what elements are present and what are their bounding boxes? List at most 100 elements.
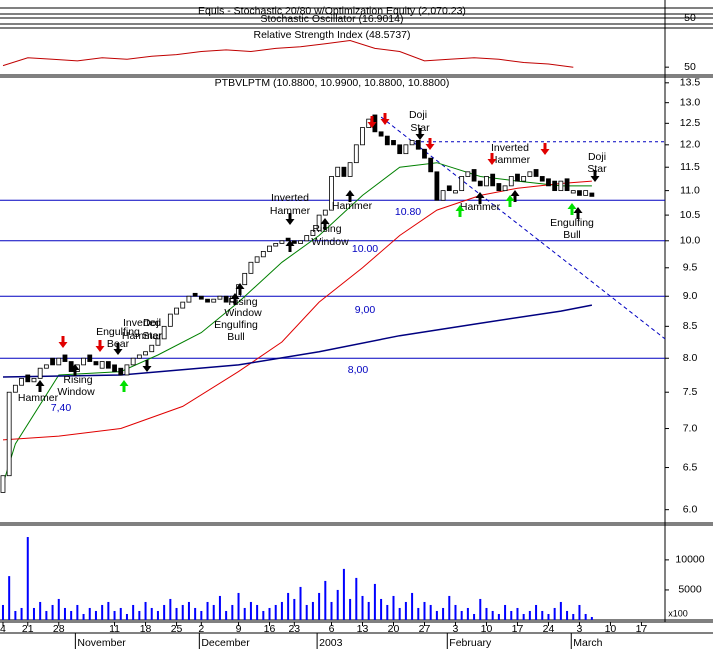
candle [180, 301, 186, 309]
candle [434, 171, 440, 201]
signal-arrow [230, 293, 240, 305]
candle [347, 162, 353, 177]
volume-bar [243, 607, 246, 620]
candle [360, 127, 365, 146]
signal-arrow [590, 170, 600, 182]
y-tick-label: 12.0 [680, 139, 701, 151]
annotation: Star [410, 122, 430, 134]
annotation: 7,40 [51, 402, 72, 414]
candle [12, 384, 18, 393]
volume-bar [287, 592, 290, 620]
volume-bar [107, 601, 110, 620]
candle [446, 185, 452, 192]
volume-bar [590, 616, 593, 620]
signal-arrow [475, 192, 485, 204]
volume-tick-label: 5000 [678, 584, 702, 596]
x-tick-label: 13 [357, 623, 369, 635]
annotation: Engulfing [96, 326, 140, 338]
annotation: Inverted [491, 142, 529, 154]
volume-bar [280, 601, 283, 620]
y-tick-label: 10.5 [680, 209, 701, 221]
candle [471, 169, 477, 182]
volume-bar [187, 601, 190, 620]
volume-bar [324, 580, 327, 620]
volume-bar [150, 607, 153, 620]
x-tick-label: 27 [419, 623, 431, 635]
annotation: Inverted [123, 317, 161, 329]
level-label: 10.00 [352, 243, 378, 255]
volume-bar [454, 604, 457, 620]
signal-arrow [573, 207, 583, 219]
candle [527, 171, 533, 177]
annotation: Window [224, 307, 262, 319]
candle [453, 190, 458, 194]
indicator-line [2, 39, 574, 68]
volume-bar [466, 607, 469, 620]
volume-bar [522, 613, 525, 620]
volume-bar [293, 598, 296, 620]
volume-bar [392, 595, 395, 620]
candle [397, 144, 403, 155]
candle [310, 229, 316, 236]
volume-bar [485, 607, 488, 620]
candle [161, 325, 167, 340]
volume-bar [14, 610, 17, 620]
volume-bar [435, 610, 438, 620]
candle [6, 391, 12, 477]
volume-bar [541, 610, 544, 620]
annotation: Engulfing [550, 217, 594, 229]
month-label: December [201, 637, 250, 649]
candle [25, 374, 31, 383]
signal-arrow [567, 203, 577, 215]
x-tick-label: 11 [109, 623, 120, 635]
volume-bar [553, 607, 556, 620]
candle [211, 298, 217, 303]
candle [316, 214, 322, 231]
x-tick-label: 17 [636, 623, 648, 635]
y-tick-label: 7.5 [683, 386, 698, 398]
annotation: Bull [227, 331, 245, 343]
volume-bar [218, 595, 221, 620]
volume-bar [138, 610, 141, 620]
signal-arrow [70, 364, 80, 376]
volume-bar [70, 610, 73, 620]
candle [260, 251, 266, 258]
moving-average [2, 162, 592, 485]
volume-bar [132, 604, 135, 620]
chart-title: PTBVLPTM (10.8800, 10.9900, 10.8800, 10.… [215, 77, 450, 89]
candle [50, 357, 55, 366]
volume-unit: x100 [668, 608, 688, 618]
candle [192, 292, 198, 297]
x-tick-label: 2 [198, 623, 204, 635]
candle [149, 344, 155, 353]
annotation: Rising [63, 374, 92, 386]
candle [496, 183, 502, 192]
volume-bar [510, 610, 513, 620]
volume-bar [200, 610, 203, 620]
y-tick-label: 10.0 [680, 235, 701, 247]
y-tick-label: 6.5 [683, 461, 698, 473]
annotation: Doji [409, 109, 427, 121]
candle [31, 377, 37, 383]
volume-bar [578, 604, 581, 620]
candle [335, 166, 341, 177]
x-tick-label: 18 [140, 623, 152, 635]
indicator-title: Equis - Stochastic 20/80 w/Optimization … [198, 5, 466, 17]
volume-bar [373, 583, 376, 620]
annotation: Star [142, 330, 162, 342]
candle [279, 240, 285, 244]
volume-bar [212, 604, 215, 620]
volume-bar [113, 610, 116, 620]
volume-bar [497, 613, 500, 620]
candle [130, 357, 136, 366]
signal-arrow [142, 360, 152, 372]
volume-bar [411, 592, 414, 620]
volume-bar [169, 598, 172, 620]
volume-bar [355, 577, 358, 620]
annotation: Engulfing [214, 319, 258, 331]
volume-bar [442, 607, 445, 620]
annotation: Doji [588, 151, 606, 163]
x-tick-label: 20 [388, 623, 400, 635]
volume-bar [404, 601, 407, 620]
volume-bar [566, 610, 569, 620]
